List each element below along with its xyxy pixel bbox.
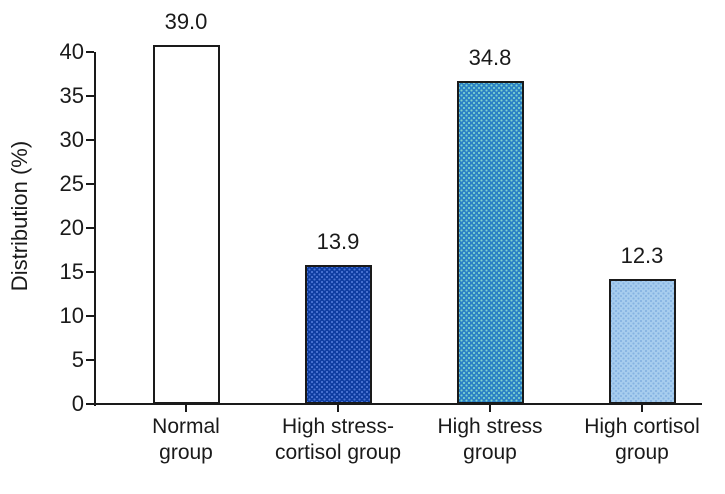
bar-4 — [608, 279, 676, 404]
bar-value-label: 39.0 — [164, 9, 208, 34]
y-tick-label: 15 — [59, 259, 84, 284]
y-axis-line — [94, 52, 96, 406]
x-axis-tick — [641, 405, 643, 412]
bar-value-label: 13.9 — [316, 229, 360, 254]
x-category-label-line: group — [159, 441, 213, 464]
x-category-label: High stress-cortisol group — [253, 414, 423, 466]
x-category-label: Normal group — [101, 414, 271, 466]
y-tick-label: 35 — [59, 83, 84, 108]
x-category-label-line: High stress — [437, 415, 543, 438]
y-axis-tick — [86, 403, 94, 405]
x-category-label-line: cortisol group — [274, 441, 402, 464]
x-axis-line — [94, 403, 702, 405]
x-category-label: High stress group — [405, 414, 575, 466]
x-axis-tick — [185, 405, 187, 412]
y-tick-label: 5 — [71, 347, 84, 372]
bar-1 — [152, 45, 220, 404]
y-axis-tick — [86, 271, 94, 273]
x-axis-tick — [489, 405, 491, 412]
x-category-label: High cortisol group — [557, 414, 725, 466]
y-axis-tick — [86, 139, 94, 141]
y-tick-label: 30 — [59, 127, 84, 152]
y-axis-tick — [86, 95, 94, 97]
y-tick-label: 25 — [59, 171, 84, 196]
y-axis-tick — [86, 315, 94, 317]
bar-value-label: 34.8 — [468, 45, 512, 70]
y-tick-label: 10 — [59, 303, 84, 328]
y-axis-tick — [86, 183, 94, 185]
bar-2 — [304, 265, 372, 404]
y-axis-tick — [86, 51, 94, 53]
y-tick-label: 20 — [59, 215, 84, 240]
y-tick-label: 0 — [71, 391, 84, 416]
x-category-label-line: High cortisol — [584, 415, 700, 438]
x-category-label-line: Normal — [152, 415, 220, 438]
y-axis-tick — [86, 359, 94, 361]
bar-value-label: 12.3 — [620, 243, 664, 268]
x-category-label-line: group — [463, 441, 517, 464]
y-axis-tick — [86, 227, 94, 229]
x-axis-tick — [337, 405, 339, 412]
x-category-label-line: High stress- — [281, 415, 395, 438]
bar-3 — [456, 81, 524, 404]
y-tick-label: 40 — [59, 39, 84, 64]
x-category-label-line: group — [615, 441, 669, 464]
